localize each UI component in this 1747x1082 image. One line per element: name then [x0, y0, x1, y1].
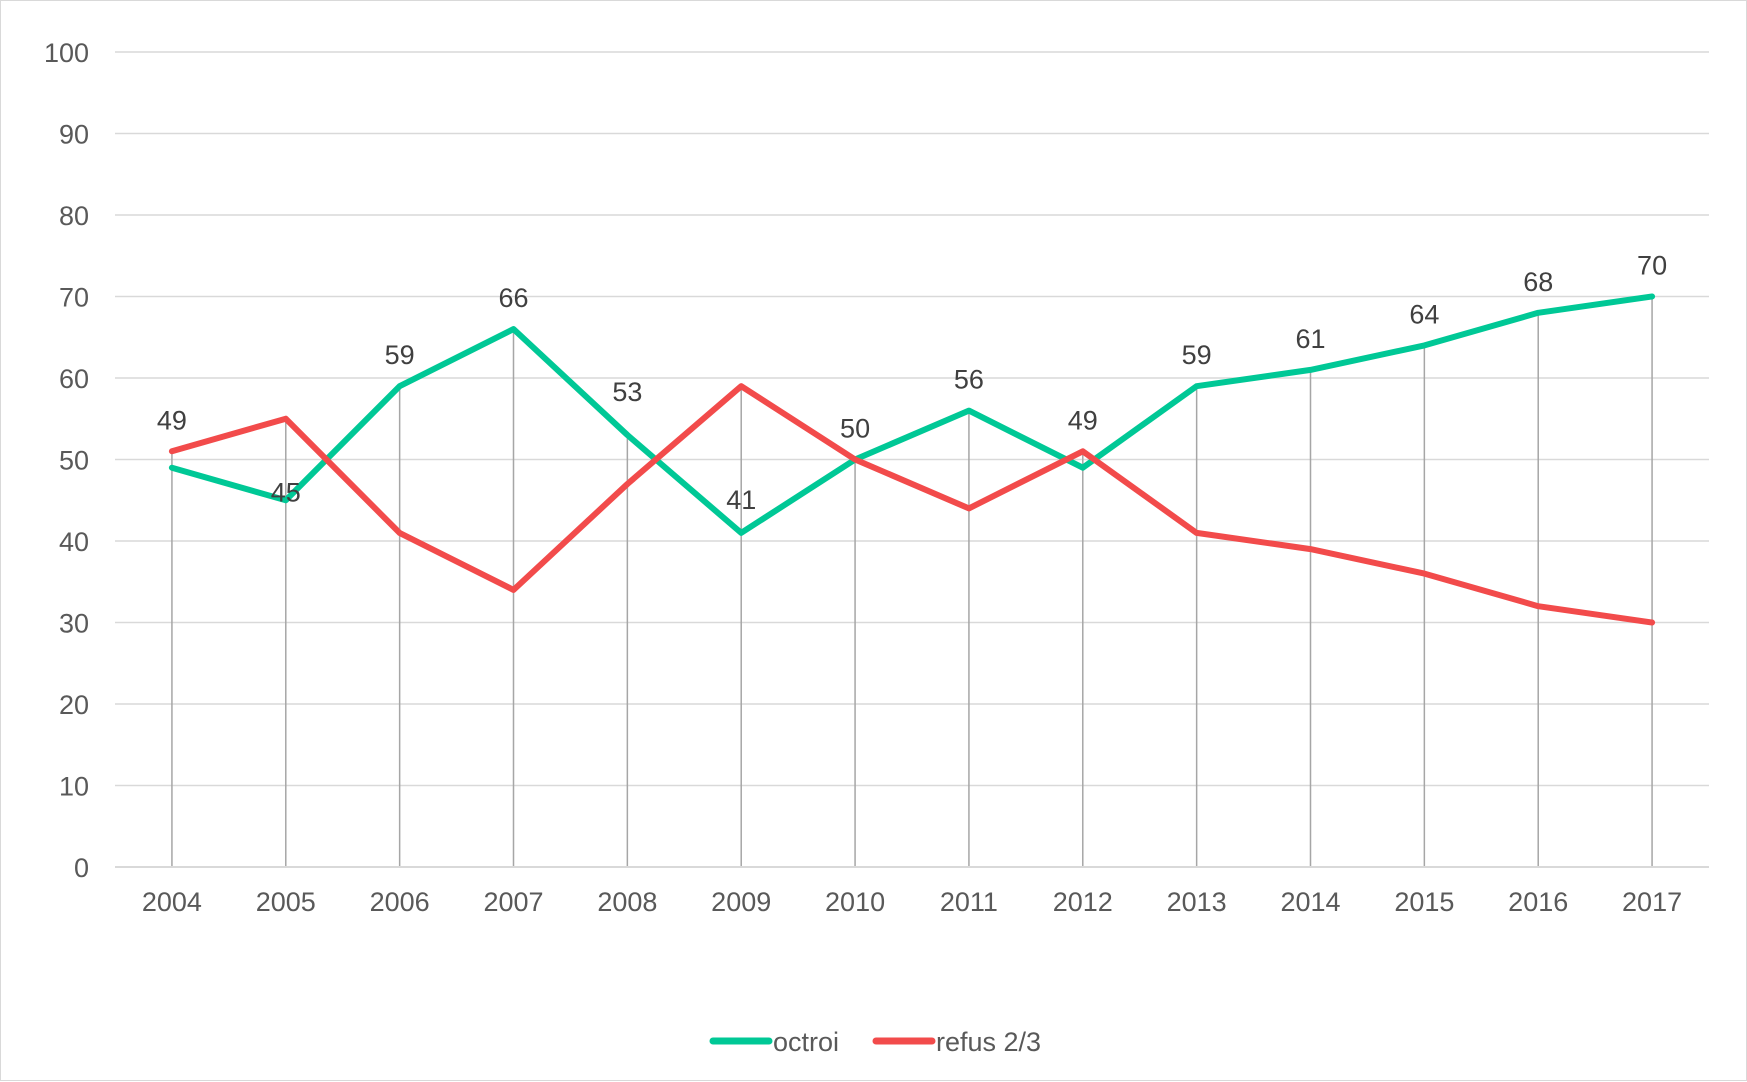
data-label: 41 — [726, 485, 756, 515]
x-tick-label: 2011 — [940, 887, 998, 917]
x-tick-label: 2009 — [711, 887, 771, 917]
y-tick-label: 40 — [59, 527, 89, 557]
legend-label: refus 2/3 — [936, 1027, 1041, 1057]
data-label: 70 — [1637, 251, 1667, 281]
series-line-refus — [168, 383, 1656, 626]
data-label: 49 — [1068, 405, 1098, 435]
x-tick-label: 2012 — [1053, 887, 1113, 917]
x-tick-label: 2015 — [1394, 887, 1454, 917]
y-axis-tick-labels: 0 10 20 30 40 50 60 70 80 90 100 — [44, 38, 89, 883]
y-tick-label: 30 — [59, 609, 89, 639]
legend-item-refus: refus 2/3 — [872, 1027, 1041, 1057]
legend: octroi refus 2/3 — [709, 1027, 1041, 1057]
data-label: 56 — [954, 365, 984, 395]
legend-label: octroi — [773, 1027, 839, 1057]
data-label: 59 — [1182, 340, 1212, 370]
y-tick-label: 20 — [59, 690, 89, 720]
data-label: 61 — [1295, 324, 1325, 354]
x-tick-label: 2010 — [825, 887, 885, 917]
x-axis-tick-labels: 2004 2005 2006 2007 2008 2009 2010 2011 2012 2013… — [142, 887, 1682, 917]
x-tick-label: 2007 — [483, 887, 543, 917]
data-label: 66 — [498, 283, 528, 313]
gridlines — [115, 51, 1709, 787]
y-tick-label: 100 — [44, 38, 89, 68]
data-label: 68 — [1523, 267, 1553, 297]
data-label: 45 — [271, 477, 301, 507]
x-tick-label: 2016 — [1508, 887, 1568, 917]
drop-lines — [171, 296, 1653, 867]
x-tick-label: 2004 — [142, 887, 202, 917]
x-tick-label: 2006 — [370, 887, 430, 917]
x-tick-label: 2017 — [1622, 887, 1682, 917]
data-label: 59 — [385, 340, 415, 370]
y-tick-label: 10 — [59, 772, 89, 802]
series-lines — [168, 293, 1656, 626]
y-tick-label: 70 — [59, 283, 89, 313]
x-tick-label: 2005 — [256, 887, 316, 917]
data-label: 50 — [840, 414, 870, 444]
y-tick-label: 0 — [74, 853, 89, 883]
data-label: 64 — [1409, 299, 1439, 329]
x-tick-label: 2008 — [597, 887, 657, 917]
legend-item-octroi: octroi — [709, 1027, 839, 1057]
data-labels: 49 45 59 66 53 41 50 56 49 59 61 64 68 70 — [157, 251, 1667, 515]
series-line-octroi — [168, 293, 1656, 536]
y-tick-label: 90 — [59, 120, 89, 150]
data-label: 49 — [157, 405, 187, 435]
y-tick-label: 60 — [59, 364, 89, 394]
y-tick-label: 80 — [59, 201, 89, 231]
data-label: 53 — [612, 377, 642, 407]
x-tick-label: 2014 — [1280, 887, 1340, 917]
y-tick-label: 50 — [59, 446, 89, 476]
x-tick-label: 2013 — [1167, 887, 1227, 917]
